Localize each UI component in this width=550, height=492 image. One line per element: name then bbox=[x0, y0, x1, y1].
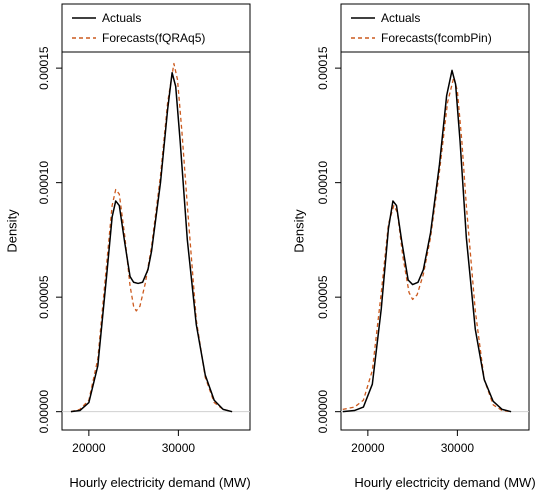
y-tick-label: 0.00005 bbox=[316, 275, 330, 319]
series-line-forecasts bbox=[70, 62, 233, 413]
x-tick-label: 30000 bbox=[162, 441, 196, 455]
plot-frame bbox=[340, 3, 530, 431]
y-tick-label: 0.00000 bbox=[316, 390, 330, 434]
series-line-actuals bbox=[342, 69, 512, 413]
series-line-actuals bbox=[70, 71, 233, 413]
legend-box bbox=[61, 3, 251, 53]
right-panel: 0.00000 0.00005 0.00010 0.00015 20000 30000 Ho… bbox=[292, 3, 536, 490]
legend-label: Actuals bbox=[102, 11, 141, 25]
y-tick-label: 0.00005 bbox=[37, 275, 51, 319]
y-tick-label: 0.00010 bbox=[37, 161, 51, 205]
y-tick-label: 0.00015 bbox=[316, 46, 330, 90]
x-tick-label: 30000 bbox=[441, 441, 475, 455]
series-line-forecasts bbox=[342, 76, 512, 413]
legend-label: Actuals bbox=[381, 11, 420, 25]
legend-box bbox=[340, 3, 530, 53]
y-tick-label: 0.00015 bbox=[37, 46, 51, 90]
x-axis-title: Hourly electricity demand (MW) bbox=[69, 475, 250, 490]
x-tick-label: 20000 bbox=[72, 441, 106, 455]
x-axis-title: Hourly electricity demand (MW) bbox=[354, 475, 535, 490]
y-axis-title: Density bbox=[5, 209, 20, 253]
left-panel: 0.00000 0.00005 0.00010 0.00015 20000 30000 Ho… bbox=[5, 3, 251, 490]
y-tick-label: 0.00000 bbox=[37, 390, 51, 434]
x-tick-label: 20000 bbox=[351, 441, 385, 455]
y-tick-label: 0.00010 bbox=[316, 161, 330, 205]
legend-label: Forecasts(fcombPin) bbox=[381, 31, 492, 45]
legend-label: Forecasts(fQRAq5) bbox=[102, 31, 205, 45]
y-axis-title: Density bbox=[292, 209, 307, 253]
